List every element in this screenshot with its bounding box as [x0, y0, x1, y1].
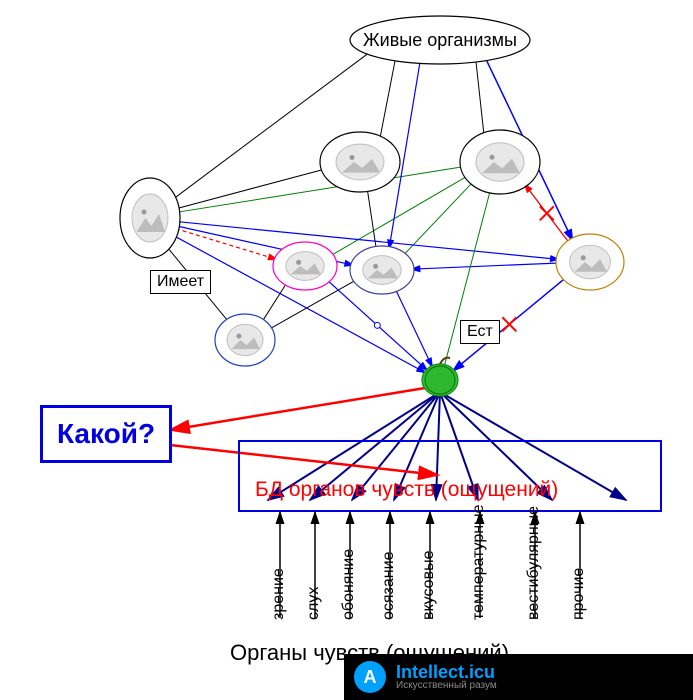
sense-label: слух — [305, 520, 323, 620]
node-man — [120, 178, 180, 258]
footer-subtitle: Искусственный разум — [396, 681, 497, 691]
sense-label: зрение — [270, 520, 288, 620]
db-text: БД органов чувств (ощущений) — [255, 478, 558, 502]
edge — [380, 58, 396, 139]
node-animals — [460, 130, 540, 194]
question-text: Какой? — [57, 418, 155, 449]
sense-label: осязание — [380, 520, 398, 620]
sense-label: обоняние — [340, 520, 358, 620]
edge — [176, 229, 278, 260]
sense-label: прочие — [570, 520, 588, 620]
footer-title: Intellect.icu — [396, 663, 497, 681]
sense-label: вестибулярные — [525, 520, 543, 620]
sense-label: температурные — [470, 520, 488, 620]
svg-text:Живые организмы: Живые организмы — [363, 30, 517, 50]
node-root: Живые организмы — [350, 16, 530, 64]
edge — [262, 283, 287, 322]
edge — [367, 188, 376, 248]
edge-label-has: Имеет — [150, 270, 211, 294]
node-elephantP — [273, 242, 337, 290]
edge — [177, 167, 465, 213]
question-box: Какой? — [40, 405, 172, 463]
sense-label: вкусовые — [420, 520, 438, 620]
footer-logo-icon: A — [354, 661, 386, 693]
node-elephantB — [350, 246, 414, 294]
node-apple — [422, 358, 458, 396]
edge — [411, 263, 560, 269]
edge — [395, 289, 432, 367]
footer-watermark: A Intellect.icu Искусственный разум — [344, 654, 693, 700]
edge-label-eats: Ест — [460, 320, 500, 344]
node-lion — [556, 234, 624, 290]
edge — [476, 59, 484, 136]
node-feeding — [320, 132, 400, 192]
edge — [176, 169, 325, 209]
node-trunk — [215, 314, 275, 366]
